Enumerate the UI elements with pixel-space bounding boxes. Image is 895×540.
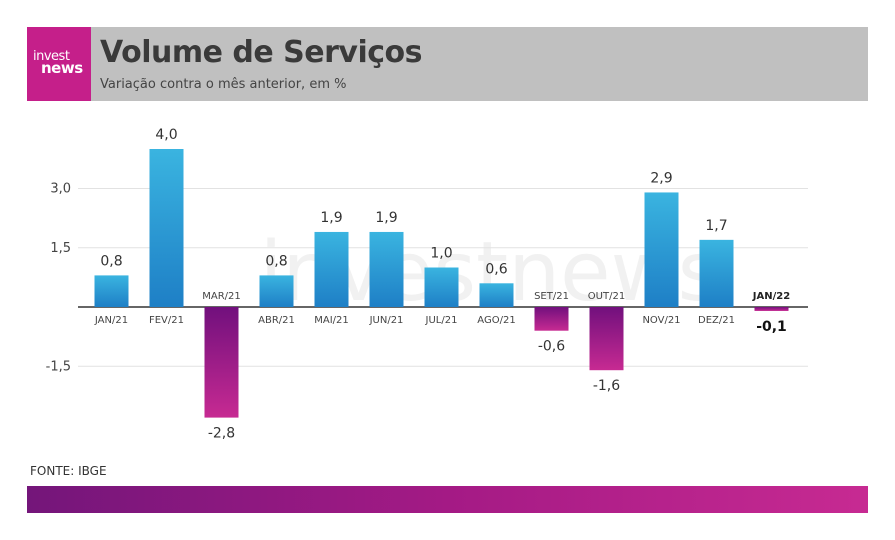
y-tick-label: -1,5: [46, 359, 71, 374]
data-label: 0,8: [265, 253, 287, 269]
x-tick-label: JAN/22: [752, 291, 790, 302]
x-tick-label: JUN/21: [369, 315, 404, 326]
x-tick-label: OUT/21: [588, 291, 625, 302]
bar-jan-22: [754, 307, 789, 311]
x-tick-label: AGO/21: [477, 315, 515, 326]
source-note: FONTE: IBGE: [30, 464, 107, 478]
data-label: 4,0: [155, 127, 177, 143]
y-tick-label: 1,5: [50, 241, 71, 256]
x-tick-label: JAN/21: [94, 315, 128, 326]
data-label: -0,1: [756, 319, 787, 335]
chart-title: Volume de Serviços: [100, 35, 422, 70]
x-tick-label: NOV/21: [642, 315, 680, 326]
bar-abr-21: [259, 275, 294, 307]
logo-text-invest: invest: [33, 49, 70, 64]
x-tick-label: JUL/21: [425, 315, 458, 326]
bar-out-21: [589, 307, 624, 371]
bar-mar-21: [204, 307, 239, 418]
bar-set-21: [534, 307, 569, 331]
bar-nov-21: [644, 192, 679, 307]
footer-gradient-bar: [27, 486, 868, 513]
bar-ago-21: [479, 283, 514, 307]
data-label: 1,9: [320, 210, 342, 226]
bar-dez-21: [699, 239, 734, 307]
bar-jul-21: [424, 267, 459, 307]
data-label: -0,6: [538, 339, 565, 355]
investnews-logo: invest news: [27, 27, 91, 101]
data-label: 1,9: [375, 210, 397, 226]
bar-fev-21: [149, 149, 184, 307]
x-tick-label: ABR/21: [258, 315, 295, 326]
data-label: 2,9: [650, 170, 672, 186]
data-label: -2,8: [208, 426, 235, 442]
header-bar: invest news Volume de Serviços Variação …: [27, 27, 868, 101]
bar-mai-21: [314, 231, 349, 307]
logo-text-news: news: [41, 59, 83, 77]
data-label: 1,0: [430, 246, 452, 262]
x-tick-label: FEV/21: [149, 315, 184, 326]
bar-jan-21: [94, 275, 129, 307]
x-tick-label: MAI/21: [314, 315, 349, 326]
x-tick-label: SET/21: [534, 291, 569, 302]
bar-jun-21: [369, 231, 404, 307]
x-tick-label: MAR/21: [202, 291, 241, 302]
data-label: 0,8: [100, 253, 122, 269]
data-label: -1,6: [593, 378, 620, 394]
x-tick-label: DEZ/21: [698, 315, 735, 326]
data-label: 0,6: [485, 261, 507, 277]
chart-subtitle: Variação contra o mês anterior, em %: [100, 77, 347, 92]
y-tick-label: 3,0: [50, 182, 71, 197]
data-label: 1,7: [705, 218, 727, 234]
